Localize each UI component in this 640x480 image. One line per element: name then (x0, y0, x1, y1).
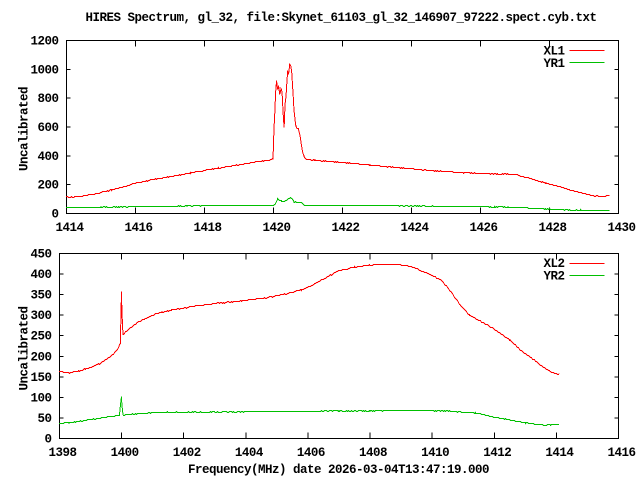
svg-text:800: 800 (37, 92, 58, 106)
svg-text:1400: 1400 (111, 446, 139, 460)
svg-text:1428: 1428 (538, 221, 566, 235)
svg-text:350: 350 (30, 289, 51, 303)
svg-text:1412: 1412 (483, 446, 511, 460)
svg-text:1402: 1402 (173, 446, 201, 460)
svg-text:1414: 1414 (545, 446, 574, 460)
svg-text:1416: 1416 (607, 446, 635, 460)
svg-text:200: 200 (30, 350, 51, 364)
svg-text:1418: 1418 (193, 221, 221, 235)
svg-text:450: 450 (30, 248, 51, 262)
svg-text:YR1: YR1 (543, 57, 564, 71)
svg-text:100: 100 (30, 391, 51, 405)
svg-text:HIRES Spectrum, gl_32, file:Sk: HIRES Spectrum, gl_32, file:Skynet_61103… (85, 11, 596, 25)
svg-text:1398: 1398 (48, 446, 76, 460)
svg-text:400: 400 (37, 150, 58, 164)
svg-text:1422: 1422 (331, 221, 359, 235)
svg-text:XL2: XL2 (543, 257, 564, 271)
svg-text:1430: 1430 (607, 221, 635, 235)
svg-text:YR2: YR2 (543, 270, 564, 284)
svg-text:50: 50 (37, 412, 51, 426)
svg-text:400: 400 (30, 268, 51, 282)
svg-text:1414: 1414 (55, 221, 84, 235)
svg-text:Frequency(MHz) date 2026-03-04: Frequency(MHz) date 2026-03-04T13:47:19.… (188, 463, 489, 477)
svg-text:1404: 1404 (235, 446, 264, 460)
svg-text:150: 150 (30, 371, 51, 385)
svg-text:1200: 1200 (30, 35, 58, 49)
svg-text:250: 250 (30, 330, 51, 344)
svg-text:1406: 1406 (297, 446, 325, 460)
svg-text:1408: 1408 (359, 446, 387, 460)
svg-text:1000: 1000 (30, 63, 58, 77)
svg-text:Uncalibrated: Uncalibrated (18, 306, 32, 390)
svg-text:1416: 1416 (124, 221, 152, 235)
svg-text:Uncalibrated: Uncalibrated (18, 87, 32, 171)
svg-text:1410: 1410 (421, 446, 449, 460)
svg-text:200: 200 (37, 179, 58, 193)
svg-text:1424: 1424 (400, 221, 429, 235)
svg-text:1426: 1426 (469, 221, 497, 235)
svg-text:600: 600 (37, 121, 58, 135)
svg-text:XL1: XL1 (543, 45, 564, 59)
svg-text:1420: 1420 (262, 221, 290, 235)
svg-text:0: 0 (44, 433, 51, 447)
svg-text:300: 300 (30, 309, 51, 323)
svg-text:0: 0 (51, 208, 58, 222)
